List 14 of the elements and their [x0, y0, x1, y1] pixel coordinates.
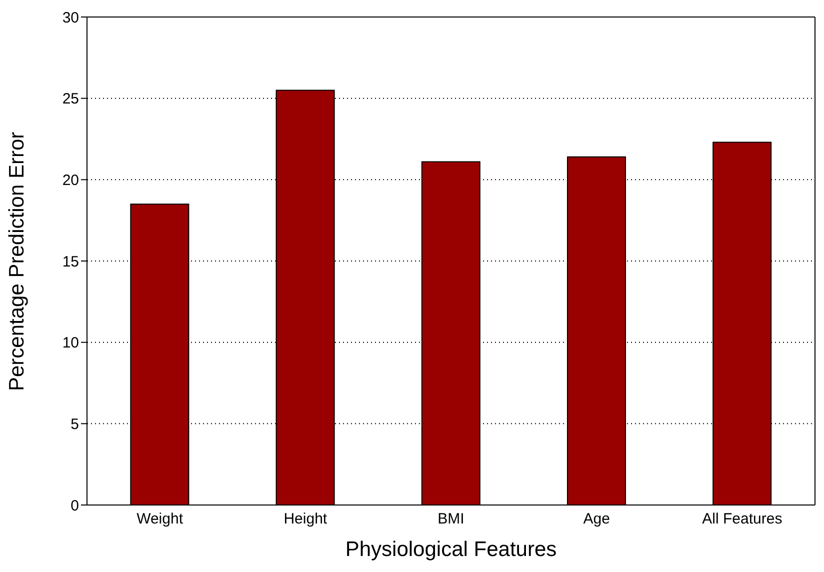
y-tick-label: 0 [70, 497, 79, 514]
x-tick-label: Age [583, 510, 610, 528]
y-tick-label: 20 [62, 172, 79, 189]
x-tick-label: Height [284, 510, 328, 528]
x-tick-label: Weight [136, 510, 184, 528]
y-tick-label: 15 [62, 253, 79, 270]
y-axis-title: Percentage Prediction Error [5, 132, 28, 391]
x-tick-label: BMI [438, 510, 464, 528]
y-tick-label: 25 [62, 90, 79, 108]
y-tick-label: 30 [62, 9, 79, 26]
y-tick-label: 5 [70, 416, 79, 433]
y-tick-label: 10 [62, 334, 79, 352]
x-tick-label: All Features [702, 510, 782, 528]
x-axis-title: Physiological Features [345, 538, 557, 561]
